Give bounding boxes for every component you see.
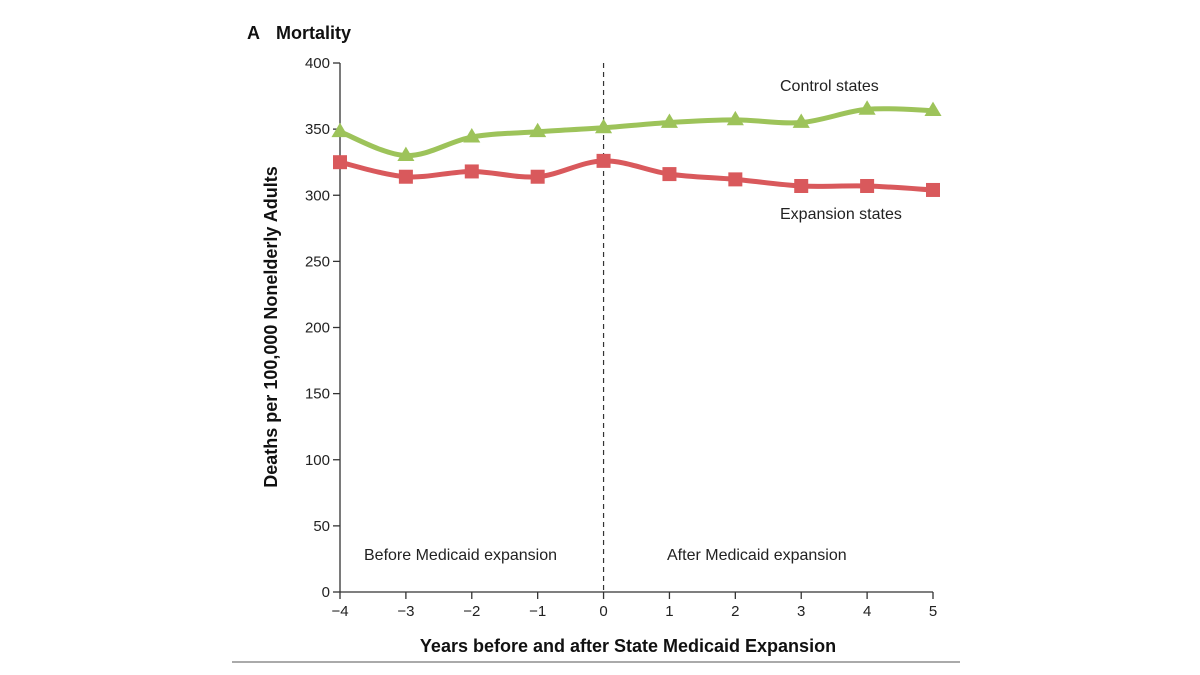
y-tick-label: 150 — [305, 386, 330, 403]
data-point-expansion-states — [662, 167, 677, 182]
y-tick-label: 250 — [305, 253, 330, 270]
data-point-control-states — [924, 101, 942, 117]
data-point-expansion-states — [794, 178, 809, 193]
data-point-expansion-states — [530, 169, 545, 184]
x-tick-label: −2 — [463, 603, 480, 620]
data-point-control-states — [595, 118, 613, 134]
data-point-control-states — [463, 128, 481, 143]
x-tick-label: 3 — [797, 603, 805, 620]
data-point-control-states — [726, 110, 744, 126]
x-tick-label: 1 — [665, 603, 673, 620]
panel-title: Mortality — [276, 23, 351, 43]
x-tick-label: −4 — [331, 603, 348, 620]
series-line-control-states — [337, 106, 936, 159]
x-tick-label: −1 — [529, 603, 546, 620]
data-point-control-states — [331, 122, 349, 138]
annotation-before-expansion: Before Medicaid expansion — [364, 547, 557, 564]
annotation-after-expansion: After Medicaid expansion — [667, 547, 847, 564]
data-point-control-states — [792, 113, 810, 128]
x-tick-label: −3 — [397, 603, 414, 620]
y-tick-label: 200 — [305, 320, 330, 337]
y-tick-label: 0 — [322, 584, 330, 601]
data-point-expansion-states — [728, 172, 743, 187]
y-tick-label: 100 — [305, 452, 330, 469]
axes-layer: 0 50 100 150 200 250 300 350 400 −4 −3 −2 −1 0 1 2 3 4 5 — [305, 55, 937, 620]
data-point-control-states — [397, 146, 415, 161]
x-tick-label: 0 — [599, 603, 607, 620]
y-axis-title: Deaths per 100,000 Nonelderly Adults — [261, 166, 281, 487]
data-point-control-states — [858, 100, 876, 115]
data-point-expansion-states — [926, 182, 940, 197]
y-tick-label: 300 — [305, 187, 330, 204]
x-tick-label: 2 — [731, 603, 739, 620]
series-label-control-states: Control states — [780, 78, 879, 95]
data-point-control-states — [529, 122, 547, 138]
series-line-expansion-states — [337, 158, 936, 193]
series-layer — [331, 100, 942, 197]
y-tick-label: 350 — [305, 121, 330, 138]
data-point-control-states — [660, 113, 678, 128]
y-tick-label: 400 — [305, 55, 330, 72]
data-point-expansion-states — [464, 164, 479, 179]
x-tick-label: 5 — [929, 603, 937, 620]
x-tick-label: 4 — [863, 603, 871, 620]
data-point-expansion-states — [596, 153, 611, 168]
data-point-expansion-states — [398, 169, 413, 184]
data-point-expansion-states — [860, 178, 875, 193]
data-point-expansion-states — [333, 155, 347, 170]
series-label-expansion-states: Expansion states — [780, 206, 902, 223]
x-axis-title: Years before and after State Medicaid Ex… — [420, 636, 836, 656]
panel-letter: A — [247, 23, 260, 43]
y-tick-label: 50 — [313, 518, 330, 535]
